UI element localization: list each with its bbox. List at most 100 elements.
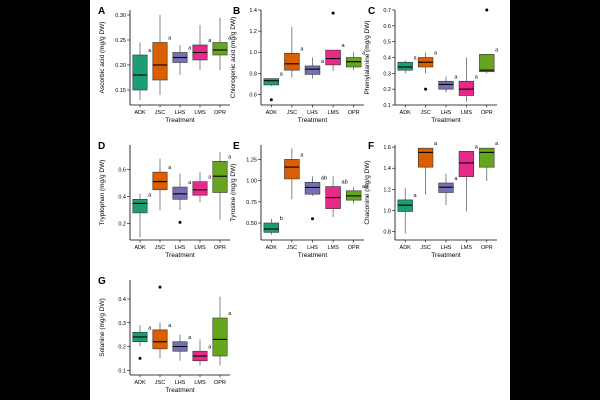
panel-letter: B	[233, 6, 240, 17]
significance-letter: a	[228, 154, 232, 160]
panel-g: G 0.1 0.2 0.3 0.4 Solanine (mg/g DW) a ADK a JSC a…	[98, 276, 232, 394]
x-tick-label: LHS	[307, 245, 318, 251]
significance-letter: ab	[321, 175, 327, 181]
significance-letter: a	[228, 36, 232, 42]
y-tick-label: 0.25	[115, 38, 126, 44]
x-tick-label: JSC	[155, 110, 165, 116]
y-tick-label: 0.20	[115, 63, 126, 69]
y-tick-label: 0.5	[383, 40, 391, 46]
box-adk	[132, 198, 148, 214]
panel-a: A 0.15 0.20 0.25 0.30 Ascorbic acid (mg/g DW)…	[98, 6, 232, 124]
y-tick-label: 0.8	[383, 230, 391, 236]
significance-letter: a	[342, 43, 346, 49]
y-tick-label: 1.6	[383, 145, 391, 151]
x-tick-label: ADK	[134, 110, 146, 116]
significance-letter: a	[168, 36, 172, 42]
box-lhs	[438, 80, 454, 90]
outlier-point	[138, 356, 142, 360]
panel-d: D 0.2 0.4 0.6 Tryptophan (mg/g DW) a ADK a JSC a L…	[98, 141, 232, 259]
x-tick-label: ADK	[266, 245, 278, 251]
significance-letter: a	[148, 325, 152, 331]
significance-letter: a	[228, 311, 232, 317]
x-tick-label: ADK	[400, 245, 412, 251]
x-tick-label: LMS	[194, 380, 206, 386]
significance-letter: a	[300, 152, 304, 158]
box-jsc	[152, 329, 168, 350]
y-tick-label: 0.2	[118, 345, 126, 351]
x-tick-label: LHS	[441, 110, 452, 116]
x-tick-label: OPR	[481, 245, 493, 251]
y-tick-label: 0.4	[383, 56, 391, 62]
y-tick-label: 0.6	[118, 167, 126, 173]
x-tick-label: JSC	[287, 110, 297, 116]
x-tick-label: LMS	[327, 245, 339, 251]
significance-letter: a	[280, 72, 284, 78]
x-axis-label: Treatment	[431, 252, 461, 259]
outlier-point	[485, 8, 489, 12]
x-tick-label: LMS	[194, 110, 206, 116]
box-opr	[212, 317, 228, 357]
x-axis-label: Treatment	[298, 117, 328, 124]
y-tick-label: 0.2	[118, 222, 126, 228]
significance-letter: a	[168, 323, 172, 329]
significance-letter: a	[434, 141, 438, 147]
box-opr	[212, 160, 228, 193]
y-tick-label: 0.8	[249, 71, 257, 77]
y-tick-label: 0.1	[383, 103, 391, 109]
y-tick-label: 0.6	[383, 24, 391, 30]
x-tick-label: JSC	[155, 380, 165, 386]
x-tick-label: LHS	[441, 245, 452, 251]
box-adk	[397, 61, 413, 71]
panel-f: F 0.8 1.0 1.2 1.4 1.6 Chaconine (mg/g DW) a ADK a…	[364, 141, 499, 259]
outlier-point	[178, 220, 182, 224]
box-adk	[263, 78, 280, 86]
y-tick-label: 0.4	[118, 195, 126, 201]
box-jsc	[284, 52, 300, 71]
y-tick-label: 0.30	[115, 13, 126, 19]
y-tick-label: 0.75	[246, 200, 257, 206]
x-tick-label: ADK	[400, 110, 412, 116]
x-axis-label: Treatment	[165, 117, 195, 124]
box-jsc	[152, 42, 168, 81]
box-lhs	[172, 186, 188, 200]
significance-letter: a	[475, 144, 479, 150]
x-tick-label: ADK	[134, 245, 146, 251]
significance-letter: a	[168, 165, 172, 171]
panel-letter: G	[98, 276, 106, 287]
y-tick-label: 0.3	[383, 71, 391, 77]
panel-letter: A	[98, 6, 105, 17]
outlier-point	[269, 98, 273, 102]
significance-letter: a	[475, 74, 479, 80]
y-axis-label: Solanine (mg/g DW)	[99, 298, 106, 357]
y-tick-label: 0.15	[115, 88, 126, 94]
significance-letter: a	[321, 59, 325, 65]
x-tick-label: JSC	[155, 245, 165, 251]
y-tick-label: 1.0	[249, 50, 257, 56]
box-opr	[212, 42, 228, 56]
x-tick-label: OPR	[481, 110, 493, 116]
significance-letter: ab	[342, 180, 348, 186]
y-tick-label: 1.00	[246, 179, 257, 185]
box-lms	[192, 181, 208, 196]
significance-letter: a	[454, 74, 458, 80]
significance-letter: a	[188, 46, 192, 52]
x-tick-label: LHS	[307, 110, 318, 116]
significance-letter: a	[414, 193, 418, 199]
y-tick-label: 1.4	[383, 166, 391, 172]
y-tick-label: 1.0	[383, 208, 391, 214]
x-tick-label: LHS	[175, 245, 186, 251]
panel-c: C 0.1 0.2 0.3 0.4 0.5 0.6 0.7 Phenylalanine (mg/…	[364, 6, 499, 124]
y-axis-label: Chaconine (mg/g DW)	[364, 160, 371, 224]
significance-letter: a	[208, 175, 212, 181]
y-tick-label: 0.4	[118, 297, 126, 303]
x-tick-label: OPR	[214, 110, 226, 116]
significance-letter: a	[362, 51, 366, 57]
x-axis-label: Treatment	[165, 252, 195, 259]
panel-letter: D	[98, 141, 105, 152]
significance-letter: a	[414, 55, 418, 61]
y-axis-label: Tryptophan (mg/g DW)	[99, 160, 106, 226]
box-opr	[479, 54, 495, 73]
significance-letter: a	[148, 48, 152, 54]
x-tick-label: OPR	[214, 245, 226, 251]
